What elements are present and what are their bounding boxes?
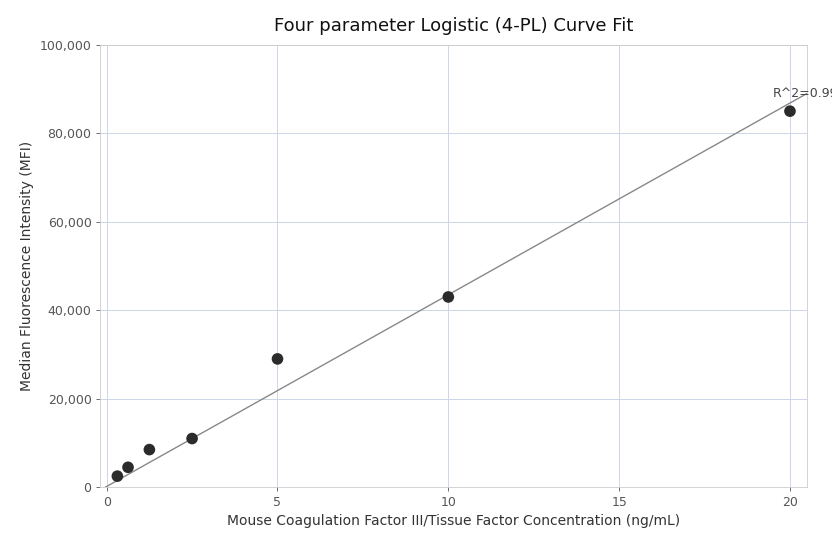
X-axis label: Mouse Coagulation Factor III/Tissue Factor Concentration (ng/mL): Mouse Coagulation Factor III/Tissue Fact… <box>227 514 680 528</box>
Point <box>186 434 199 443</box>
Point <box>271 354 285 363</box>
Text: R^2=0.9936: R^2=0.9936 <box>773 87 832 100</box>
Title: Four parameter Logistic (4-PL) Curve Fit: Four parameter Logistic (4-PL) Curve Fit <box>274 17 633 35</box>
Y-axis label: Median Fluorescence Intensity (MFI): Median Fluorescence Intensity (MFI) <box>20 141 34 391</box>
Point <box>121 463 135 472</box>
Point <box>783 106 796 115</box>
Point <box>143 445 156 454</box>
Point <box>442 292 455 301</box>
Point <box>111 472 124 480</box>
